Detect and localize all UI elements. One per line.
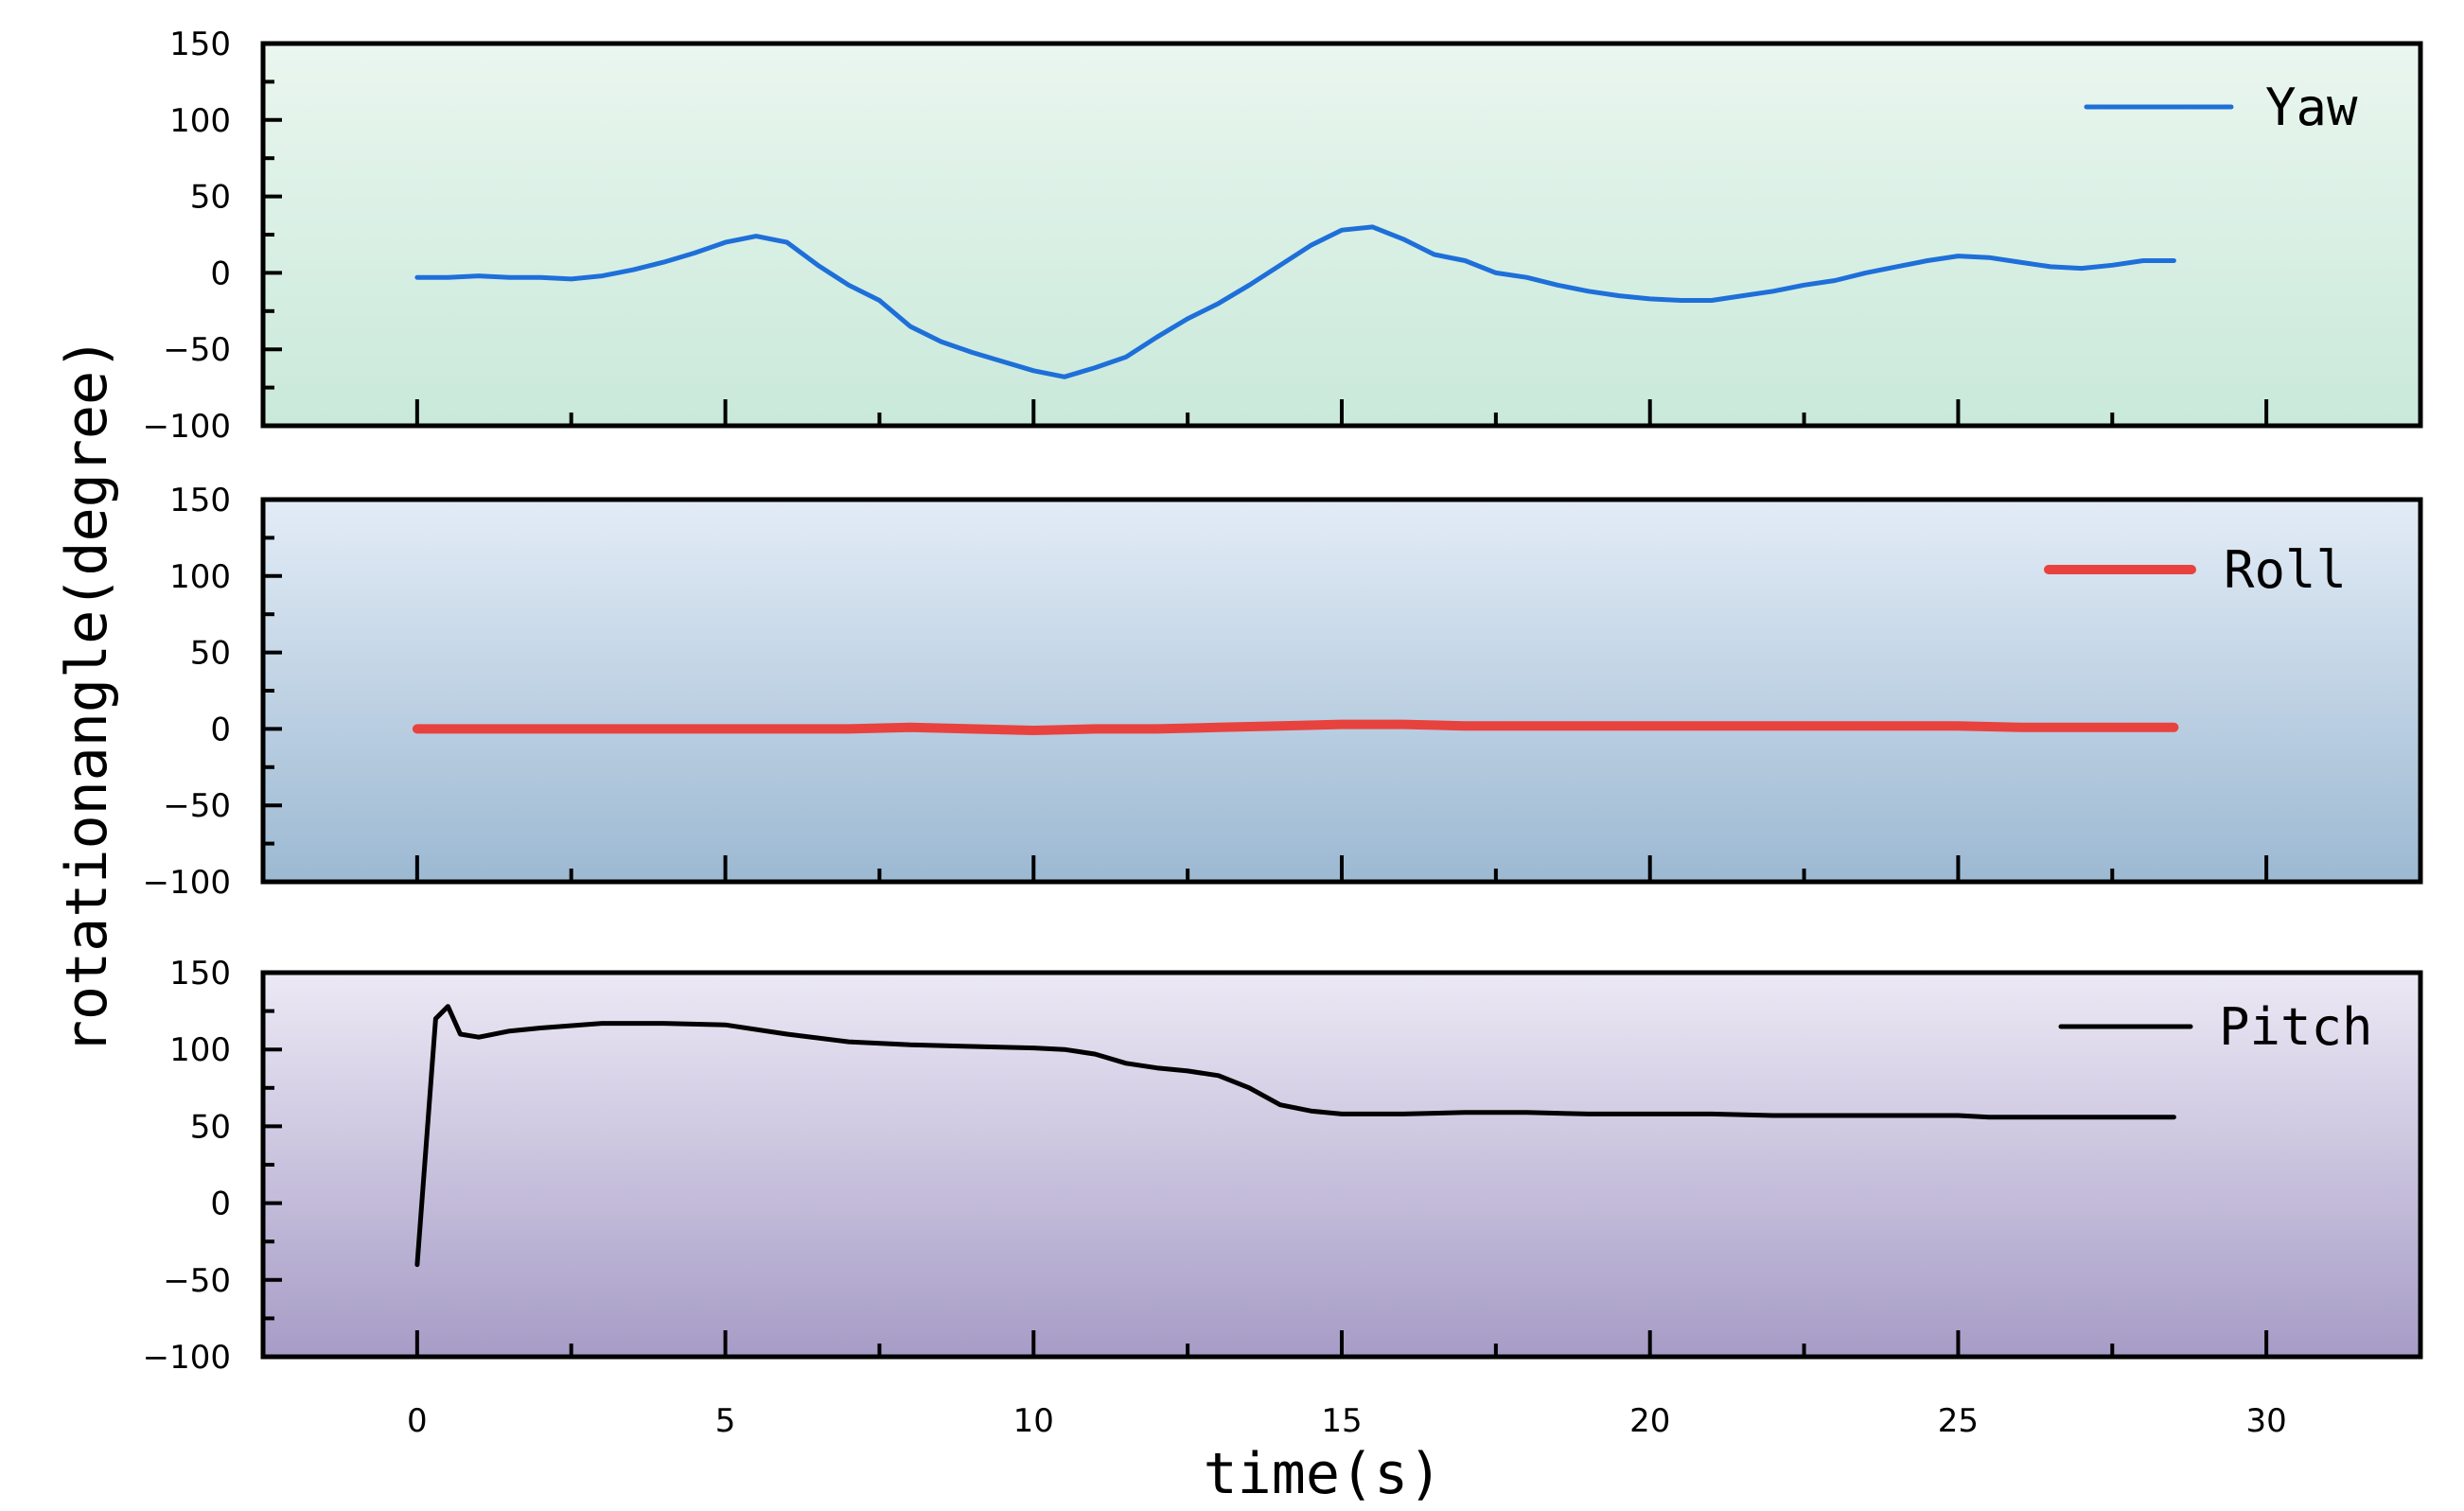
y-tick-label-roll: −50 [163,787,231,825]
panel-frame-yaw [260,41,2423,429]
x-axis: 0 5 10 15 20 25 30 [407,1402,2287,1440]
y-tick-label-yaw: 100 [169,102,231,140]
panel-roll: 150 100 50 0 −50 −100 Roll [143,482,2423,902]
panels-layer: 150100500−50−100Yaw150100500−50−100Roll1… [143,26,2423,1377]
panel-pitch: 150 100 50 0 −50 −100 Pitch [143,955,2423,1377]
y-tick-label-yaw: 0 [210,255,231,292]
y-tick-label-roll: 50 [190,635,231,673]
y-axis-title: rotationangle(degree) [54,337,120,1055]
y-tick-label-pitch: 150 [169,955,231,993]
y-tick-label-yaw: 150 [169,26,231,63]
y-tick-label-yaw: −50 [163,331,231,369]
series-line-roll [412,719,2179,735]
panel-frame-pitch [260,970,2423,1360]
x-tick-label: 5 [715,1402,736,1440]
legend-label-roll: Roll [2224,540,2347,600]
x-tick-label: 25 [1938,1402,1979,1440]
y-tick-label-pitch: −50 [163,1262,231,1300]
y-tick-label-pitch: 0 [210,1186,231,1223]
series-line-pitch [414,1004,2176,1268]
panel-yaw: 150 100 50 0 −50 −100 Yaw [143,26,2423,446]
plot-area-roll [263,500,2420,882]
y-tick-label-roll: 150 [169,482,231,519]
legend-label-pitch: Pitch [2219,997,2373,1057]
y-tick-label-yaw: −100 [143,408,231,446]
y-tick-label-roll: −100 [143,864,231,902]
y-tick-label-roll: 100 [169,558,231,596]
y-tick-label-roll: 0 [210,711,231,748]
x-axis-title: time(s) [1204,1441,1443,1507]
x-tick-label: 20 [1629,1402,1670,1440]
x-tick-label: 15 [1321,1402,1362,1440]
x-tick-label: 30 [2246,1402,2287,1440]
legend-label-yaw: Yaw [2265,78,2358,137]
y-tick-label-pitch: 100 [169,1031,231,1069]
plot-area-yaw [263,44,2420,426]
y-tick-label-pitch: −100 [143,1339,231,1377]
x-tick-label: 10 [1013,1402,1054,1440]
y-tick-label-yaw: 50 [190,179,231,217]
x-tick-label: 0 [407,1402,428,1440]
plot-area-pitch [263,973,2420,1357]
y-tick-label-pitch: 50 [190,1108,231,1146]
series-line-yaw [414,224,2176,379]
panel-frame-roll [260,497,2423,885]
